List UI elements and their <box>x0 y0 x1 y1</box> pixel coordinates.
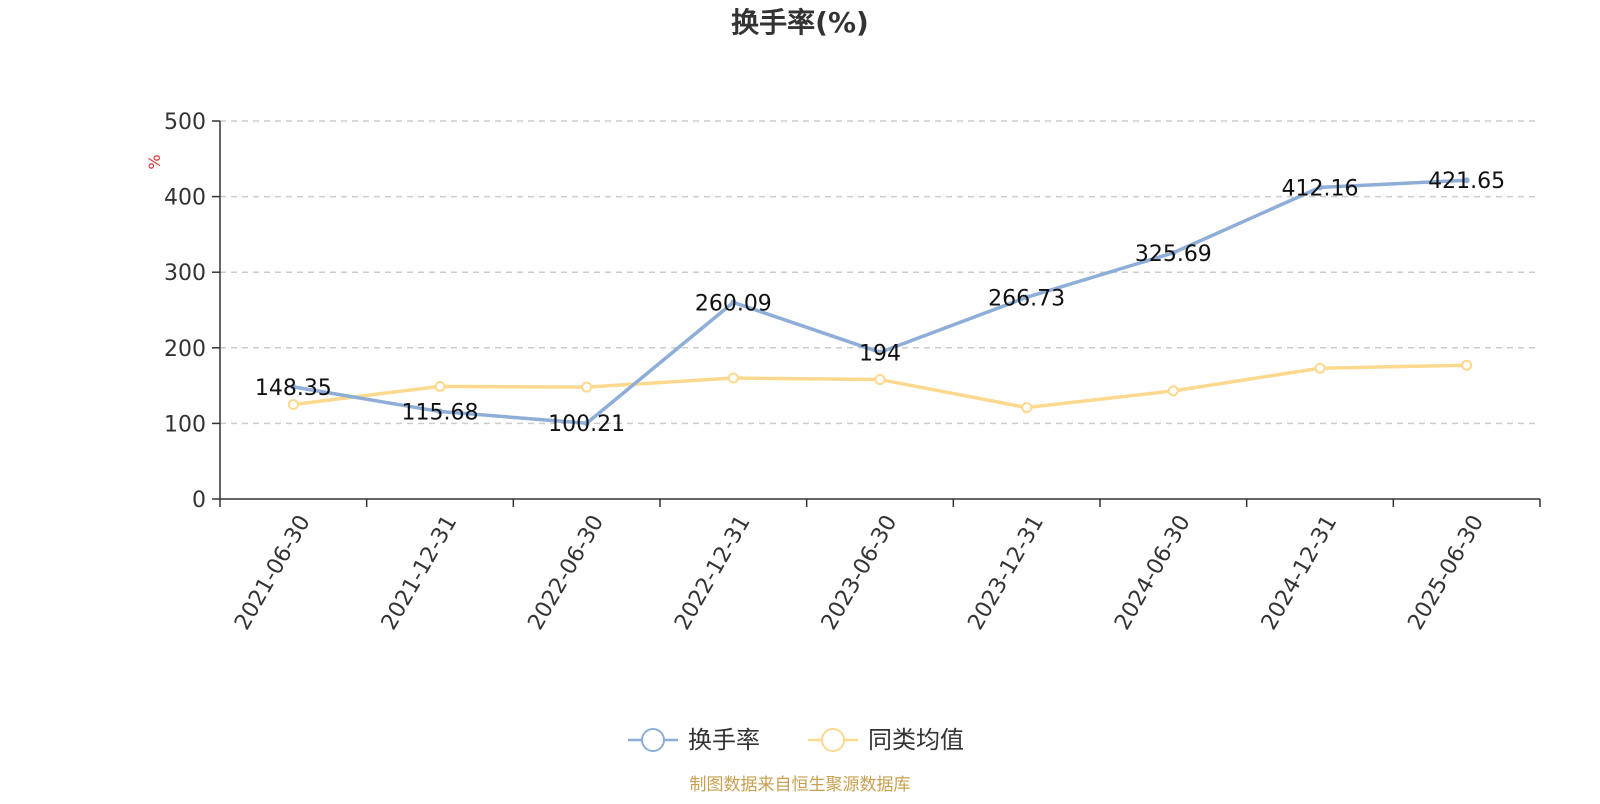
series <box>287 177 1473 427</box>
data-label-3: 260.09 <box>695 291 772 316</box>
series-0-point-0[interactable] <box>290 383 297 390</box>
x-tick-label-2: 2022-06-30 <box>523 511 609 634</box>
data-label-6: 325.69 <box>1135 242 1212 267</box>
y-tick-label-0: 0 <box>192 488 206 513</box>
legend: 换手率 同类均值 <box>628 726 964 754</box>
data-label-4: 194 <box>859 341 901 366</box>
y-tick-label-5: 500 <box>164 110 206 135</box>
x-tick-label-7: 2024-12-31 <box>1257 511 1343 634</box>
legend-marker-0 <box>641 728 665 752</box>
series-1-point-7[interactable] <box>1314 362 1326 374</box>
series-1-point-2[interactable] <box>581 381 593 393</box>
data-label-0: 148.35 <box>255 376 332 401</box>
data-label-8: 421.65 <box>1428 169 1505 194</box>
legend-item-1[interactable]: 同类均值 <box>808 726 964 754</box>
data-labels: 148.35 115.68 100.21 260.09 194 266.73 325.69 4… <box>255 169 1505 437</box>
series-1-point-5[interactable] <box>1021 402 1033 414</box>
series-0-point-6[interactable] <box>1170 249 1177 256</box>
series-0-point-1[interactable] <box>437 408 443 415</box>
y-tick-label-4: 400 <box>164 186 206 211</box>
data-label-1: 115.68 <box>402 401 479 426</box>
y-axis-unit-label: % <box>145 154 164 169</box>
series-1-point-4[interactable] <box>874 374 886 386</box>
gridlines <box>220 120 1540 425</box>
legend-item-0[interactable]: 换手率 <box>628 726 760 754</box>
x-tick-label-3: 2022-12-31 <box>670 511 756 634</box>
legend-marker-1 <box>821 728 845 752</box>
series-1-point-8[interactable] <box>1461 359 1473 371</box>
series-0-point-8[interactable] <box>1463 177 1470 184</box>
legend-label-1: 同类均值 <box>868 726 964 754</box>
series-0-point-4[interactable] <box>877 349 883 356</box>
series-1-point-6[interactable] <box>1167 385 1179 397</box>
x-tick-label-4: 2023-06-30 <box>817 511 903 634</box>
series-0-point-2[interactable] <box>583 420 590 427</box>
series-0-point-3[interactable] <box>730 299 737 306</box>
source-note: 制图数据来自恒生聚源数据库 <box>690 775 911 795</box>
series-1-point-3[interactable] <box>727 372 739 384</box>
chart-title: 换手率(%) <box>731 6 869 39</box>
y-tick-label-1: 100 <box>164 412 206 437</box>
x-tick-label-0: 2021-06-30 <box>230 511 316 634</box>
data-label-7: 412.16 <box>1282 176 1359 201</box>
x-tick-label-6: 2024-06-30 <box>1110 511 1196 634</box>
data-label-2: 100.21 <box>548 412 625 437</box>
legend-label-0: 换手率 <box>688 726 760 754</box>
y-tick-label-2: 200 <box>164 337 206 362</box>
x-tick-label-8: 2025-06-30 <box>1403 511 1489 634</box>
x-tick-label-1: 2021-12-31 <box>377 511 463 634</box>
y-tick-label-3: 300 <box>164 261 206 286</box>
data-label-5: 266.73 <box>988 286 1065 311</box>
series-0-point-7[interactable] <box>1317 184 1323 191</box>
series-0-point-5[interactable] <box>1023 294 1030 301</box>
series-1-point-1[interactable] <box>434 380 446 392</box>
x-tick-label-5: 2023-12-31 <box>963 511 1049 634</box>
series-1-point-0[interactable] <box>287 399 299 410</box>
